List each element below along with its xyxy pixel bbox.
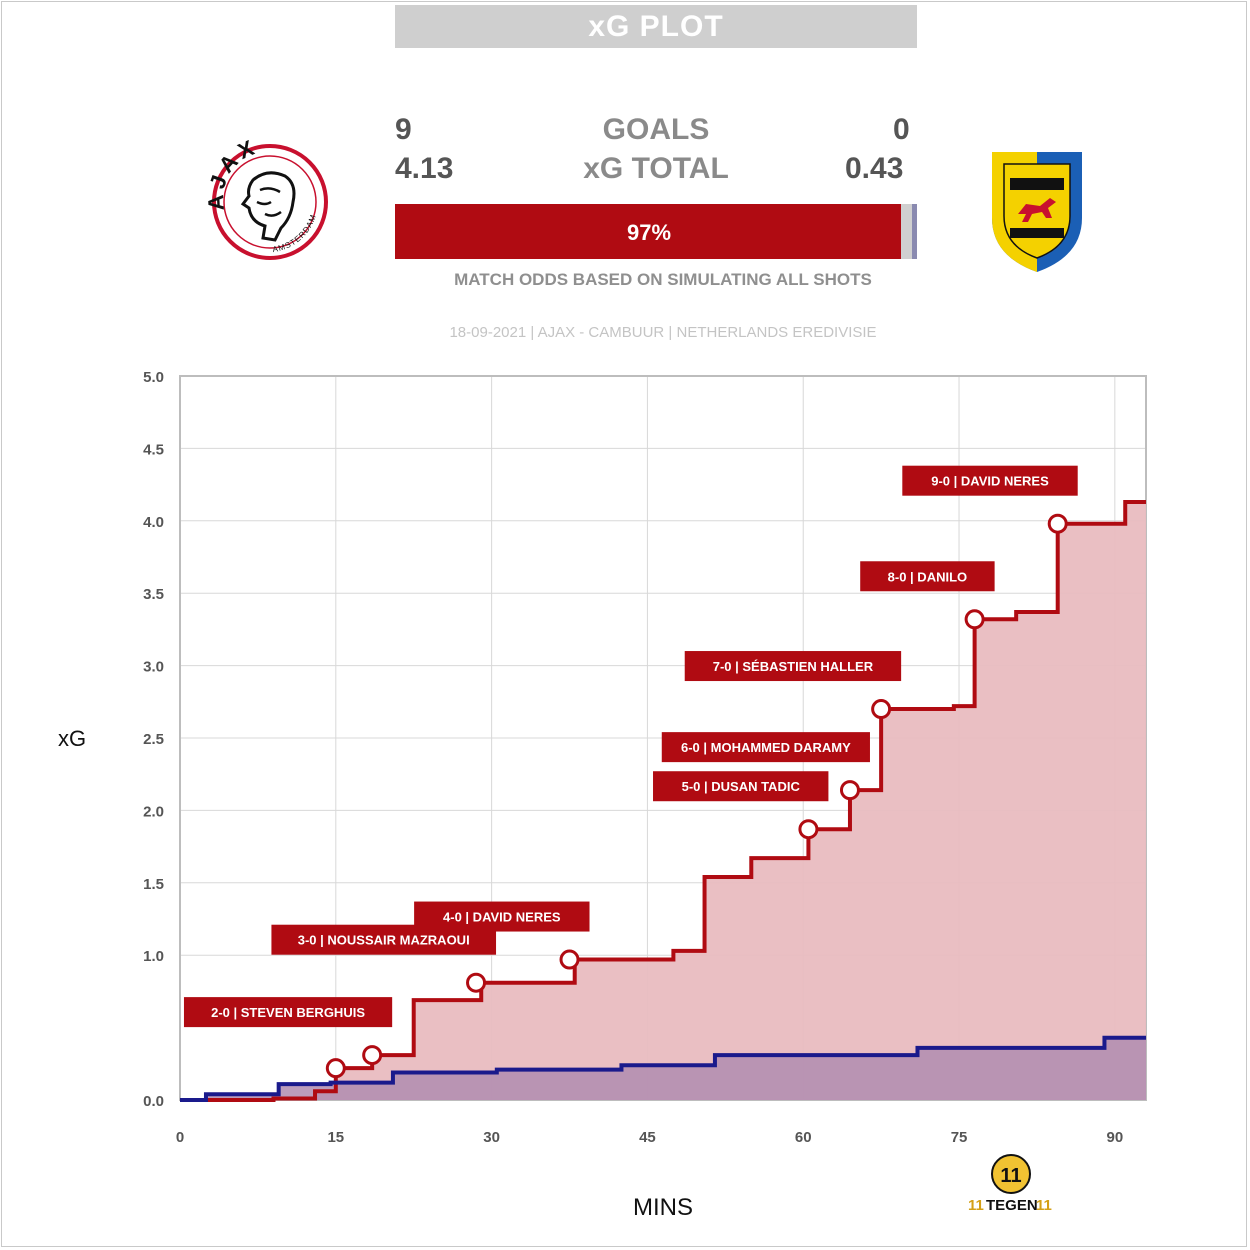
svg-text:TEGEN: TEGEN bbox=[986, 1197, 1038, 1214]
goal-label: 8-0 | DANILO bbox=[888, 569, 967, 584]
goal-markers bbox=[325, 513, 1068, 1079]
goals-label: GOALS bbox=[602, 113, 710, 146]
away-xg-area bbox=[180, 1037, 1146, 1100]
xg-total-label: xG TOTAL bbox=[583, 152, 729, 185]
goal-label-box bbox=[183, 997, 393, 1028]
home-win-percentage: 97% bbox=[626, 220, 672, 245]
y-tick-label: 1.5 bbox=[143, 876, 164, 893]
goal-marker bbox=[559, 949, 580, 970]
goal-marker bbox=[964, 609, 985, 630]
y-tick-label: 3.5 bbox=[143, 586, 164, 603]
goal-label: 5-0 | DUSAN TADIC bbox=[682, 779, 801, 794]
y-axis-label: xG bbox=[58, 726, 87, 751]
ajax-logo: AJAX AMSTERDAM bbox=[205, 140, 328, 260]
goal-marker bbox=[839, 780, 860, 801]
brand-logo: 11 11 TEGEN 11 bbox=[968, 1154, 1052, 1214]
goal-marker bbox=[466, 972, 487, 993]
x-tick-label: 45 bbox=[639, 1129, 656, 1146]
goal-label-box bbox=[902, 465, 1078, 496]
away-goals: 0 bbox=[893, 113, 910, 146]
svg-text:11: 11 bbox=[1000, 1165, 1021, 1187]
x-axis-label: MINS bbox=[633, 1194, 693, 1221]
goal-label: 4-0 | DAVID NERES bbox=[443, 910, 561, 925]
goal-label: 6-0 | MOHAMMED DARAMY bbox=[681, 740, 851, 755]
goal-marker bbox=[325, 1058, 346, 1079]
home-xg-total: 4.13 bbox=[395, 152, 454, 185]
away-xg-total: 0.43 bbox=[845, 152, 904, 185]
y-tick-label: 1.0 bbox=[143, 948, 164, 965]
x-tick-label: 90 bbox=[1106, 1129, 1123, 1146]
y-tick-label: 3.0 bbox=[143, 659, 164, 676]
axis-ticks: 0.0 1.0 1.5 2.0 2.5 3.0 3.5 4.0 4.5 5.0 0 15 30 45 60 7… bbox=[143, 369, 1123, 1146]
odds-caption: MATCH ODDS BASED ON SIMULATING ALL SHOTS bbox=[454, 270, 872, 289]
home-win-probability-bar bbox=[395, 204, 902, 259]
x-tick-label: 60 bbox=[795, 1129, 812, 1146]
goal-marker bbox=[362, 1045, 383, 1066]
x-tick-label: 30 bbox=[483, 1129, 500, 1146]
y-tick-label: 4.0 bbox=[143, 514, 164, 531]
away-win-probability-bar bbox=[911, 204, 917, 259]
y-tick-label: 4.5 bbox=[143, 441, 164, 458]
goal-label-box bbox=[860, 561, 995, 592]
goal-marker bbox=[798, 819, 819, 840]
goal-label-box bbox=[653, 771, 829, 802]
xg-areas bbox=[180, 501, 1146, 1100]
home-goals: 9 bbox=[395, 113, 412, 146]
match-odds-bar: 97% bbox=[395, 204, 917, 259]
away-xg-line bbox=[180, 1035, 1146, 1102]
goal-label-box bbox=[414, 901, 590, 932]
page-title: xG PLOT bbox=[395, 5, 917, 48]
goal-labels: 2-0 | STEVEN BERGHUIS 3-0 | NOUSSAIR MAZR… bbox=[183, 465, 1078, 1028]
y-tick-label: 0.0 bbox=[143, 1093, 164, 1110]
y-tick-label: 5.0 bbox=[143, 369, 164, 386]
goal-label-box bbox=[684, 651, 902, 682]
goal-label: 9-0 | DAVID NERES bbox=[931, 474, 1049, 489]
goal-label: 2-0 | STEVEN BERGHUIS bbox=[211, 1005, 365, 1020]
draw-probability-bar bbox=[901, 204, 912, 259]
x-tick-label: 15 bbox=[327, 1129, 344, 1146]
goal-marker bbox=[871, 699, 892, 720]
goal-marker bbox=[1047, 513, 1068, 534]
y-tick-label: 2.5 bbox=[143, 731, 164, 748]
x-tick-label: 75 bbox=[951, 1129, 968, 1146]
svg-text:11: 11 bbox=[968, 1197, 984, 1214]
x-tick-label: 0 bbox=[176, 1129, 184, 1146]
goal-label: 3-0 | NOUSSAIR MAZRAOUI bbox=[298, 933, 470, 948]
home-xg-area bbox=[180, 501, 1146, 1100]
y-tick-label: 2.0 bbox=[143, 803, 164, 820]
goal-label-box bbox=[661, 732, 870, 763]
svg-text:11: 11 bbox=[1036, 1197, 1052, 1214]
goal-label: 7-0 | SÉBASTIEN HALLER bbox=[713, 659, 874, 674]
match-info: 18-09-2021 | AJAX - CAMBUUR | NETHERLAND… bbox=[449, 324, 877, 341]
cambuur-logo bbox=[992, 152, 1082, 272]
